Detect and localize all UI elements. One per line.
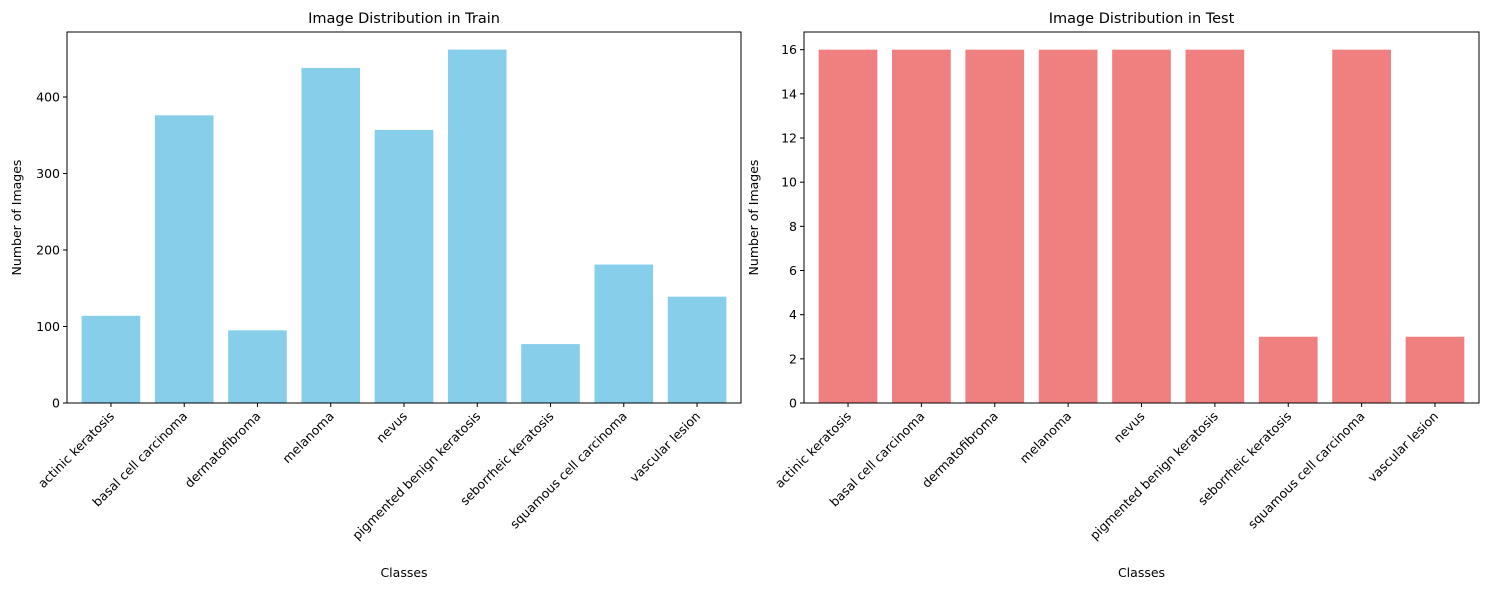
y-tick-label: 14	[781, 86, 797, 101]
chart-title: Image Distribution in Test	[1049, 11, 1235, 27]
bar-7	[521, 344, 580, 403]
x-tick-label: actinic keratosis	[772, 409, 854, 491]
y-tick-label: 4	[789, 307, 797, 322]
y-tick-label: 10	[781, 175, 797, 190]
x-tick-label: vascular lesion	[627, 409, 704, 486]
bar-5	[1112, 49, 1171, 404]
y-tick-label: 8	[789, 219, 797, 234]
x-tick-label: pigmented benign keratosis	[1087, 409, 1221, 543]
bar-9	[1405, 336, 1465, 403]
bar-6	[447, 49, 507, 404]
x-tick-label: vascular lesion	[1364, 409, 1441, 486]
bar-5	[374, 129, 434, 403]
x-tick-label: nevus	[1111, 409, 1148, 446]
bar-7	[1258, 336, 1318, 403]
bar-1	[818, 49, 878, 404]
x-axis-label: Classes	[1118, 565, 1165, 580]
y-axis-label: Number of Images	[9, 160, 24, 276]
x-tick-label: squamous cell carcinoma	[1245, 409, 1368, 532]
x-tick-label: dermatofibroma	[919, 409, 1001, 491]
y-tick-label: 200	[36, 243, 60, 258]
y-tick-label: 0	[789, 396, 797, 411]
x-tick-label: pigmented benign keratosis	[349, 409, 483, 543]
y-tick-label: 300	[36, 166, 60, 181]
bar-1	[81, 315, 141, 403]
bar-8	[594, 264, 654, 403]
x-tick-label: actinic keratosis	[35, 409, 117, 491]
y-axis-label: Number of Images	[746, 160, 761, 276]
bar-3	[965, 49, 1025, 404]
y-tick-label: 12	[781, 131, 797, 146]
y-tick-label: 6	[789, 263, 797, 278]
x-tick-label: dermatofibroma	[182, 409, 264, 491]
x-tick-label: melanoma	[279, 409, 337, 467]
bar-9	[667, 296, 727, 403]
bar-4	[301, 67, 361, 403]
bar-2	[154, 115, 214, 403]
x-tick-label: squamous cell carcinoma	[507, 409, 630, 532]
bar-8	[1332, 49, 1391, 404]
y-tick-label: 16	[781, 42, 797, 57]
y-tick-label: 2	[789, 351, 797, 366]
bar-4	[1038, 49, 1098, 404]
x-axis-label: Classes	[380, 565, 427, 580]
bar-6	[1185, 49, 1245, 404]
x-tick-label: melanoma	[1017, 409, 1075, 467]
bar-3	[228, 330, 287, 403]
x-tick-label: nevus	[373, 409, 410, 446]
y-tick-label: 400	[36, 90, 60, 105]
chart-title: Image Distribution in Train	[308, 11, 500, 27]
y-tick-label: 0	[52, 396, 60, 411]
y-tick-label: 100	[36, 319, 60, 334]
bar-2	[892, 49, 951, 404]
